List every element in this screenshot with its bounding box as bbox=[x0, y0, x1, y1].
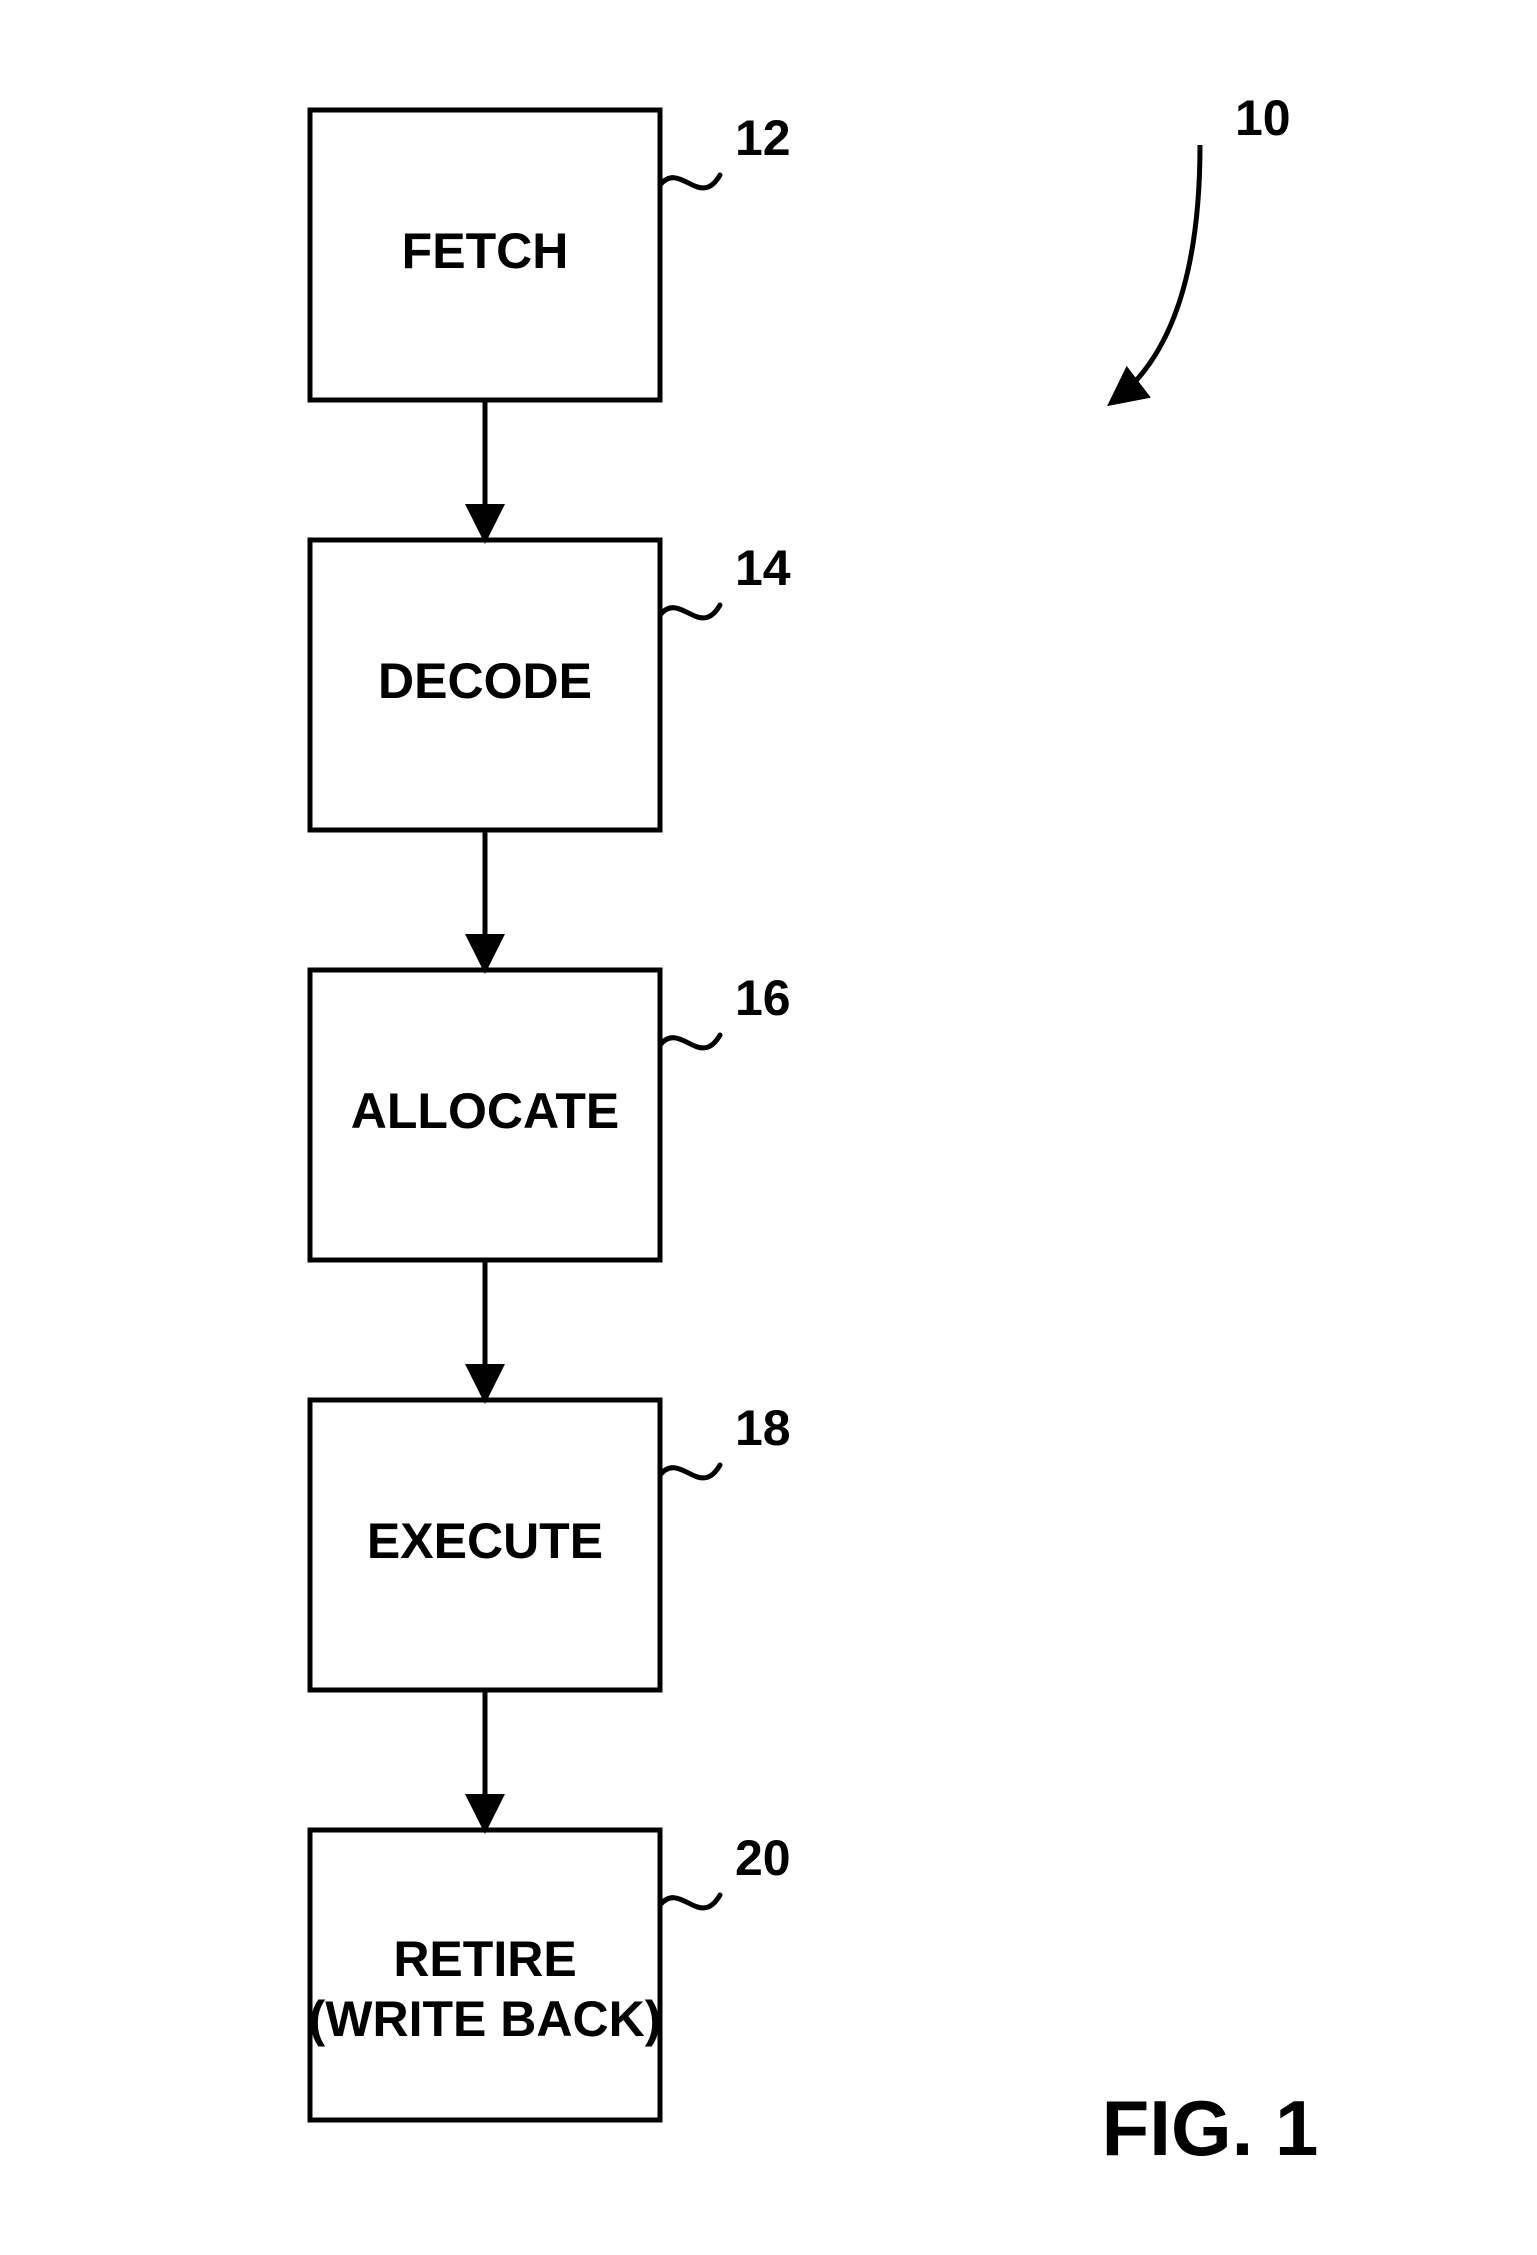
node-execute-label: EXECUTE bbox=[367, 1513, 603, 1569]
node-allocate-label: ALLOCATE bbox=[351, 1083, 619, 1139]
node-decode-leader-line bbox=[660, 605, 720, 618]
node-execute-ref-number: 18 bbox=[735, 1400, 791, 1456]
global-ref-arrow bbox=[1115, 145, 1200, 400]
node-execute-leader-line bbox=[660, 1465, 720, 1478]
node-decode-ref-number: 14 bbox=[735, 540, 791, 596]
flowchart-diagram: FETCH 12 DECODE 14 ALLOCATE 16 EXECUTE 18 RETIRE… bbox=[0, 0, 1537, 2255]
node-decode: DECODE 14 bbox=[310, 540, 791, 830]
global-ref-number: 10 bbox=[1235, 90, 1291, 146]
node-execute: EXECUTE 18 bbox=[310, 1400, 791, 1690]
node-retire-label-2: (WRITE BACK) bbox=[309, 1991, 662, 2047]
node-fetch-label: FETCH bbox=[402, 223, 569, 279]
node-allocate: ALLOCATE 16 bbox=[310, 970, 791, 1260]
node-decode-label: DECODE bbox=[378, 653, 592, 709]
node-retire-ref-number: 20 bbox=[735, 1830, 791, 1886]
node-fetch-ref-number: 12 bbox=[735, 110, 791, 166]
node-retire-leader-line bbox=[660, 1895, 720, 1908]
node-retire: RETIRE(WRITE BACK) 20 bbox=[309, 1830, 791, 2120]
node-retire-label: RETIRE bbox=[393, 1931, 576, 1987]
node-fetch: FETCH 12 bbox=[310, 110, 791, 400]
node-fetch-leader-line bbox=[660, 175, 720, 188]
node-allocate-ref-number: 16 bbox=[735, 970, 791, 1026]
node-allocate-leader-line bbox=[660, 1035, 720, 1048]
figure-caption: FIG. 1 bbox=[1102, 2084, 1319, 2172]
